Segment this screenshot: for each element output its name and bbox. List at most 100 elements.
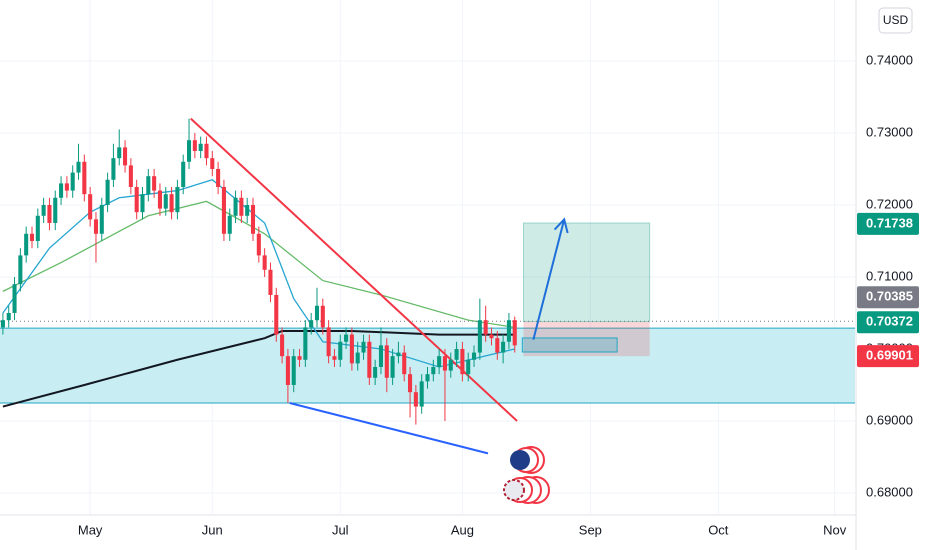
- candle-body: [314, 305, 320, 321]
- candle-body: [460, 348, 465, 375]
- candle-body: [448, 359, 453, 371]
- candle-body: [501, 341, 506, 353]
- flag-au: [510, 450, 530, 470]
- y-tick-label: 0.71000: [866, 268, 913, 283]
- y-tick-label: 0.73000: [866, 124, 913, 139]
- candle-body: [431, 366, 436, 375]
- candle-body: [210, 158, 215, 169]
- candle-body: [326, 327, 331, 357]
- candle-body: [425, 374, 430, 382]
- candle-body: [280, 334, 285, 357]
- candle-body: [355, 352, 360, 364]
- candle-body: [489, 334, 494, 339]
- candle-body: [186, 140, 192, 162]
- position-stop: [523, 321, 650, 357]
- candle-body: [59, 183, 64, 198]
- flag-us: [503, 479, 525, 501]
- event-icons[interactable]: [503, 446, 550, 504]
- candle-body: [157, 190, 162, 209]
- y-tick-label: 0.72000: [866, 196, 913, 211]
- x-tick-label: Aug: [451, 522, 474, 537]
- x-tick-label: Nov: [823, 522, 847, 537]
- candle-body: [140, 194, 145, 213]
- order-box: [521, 337, 618, 353]
- candle-body: [384, 345, 389, 378]
- candle-body: [349, 334, 354, 364]
- candle-body: [361, 341, 366, 353]
- price-label: 0.70372: [866, 314, 913, 329]
- candle-body: [47, 204, 52, 223]
- price-label-bg: [857, 212, 919, 235]
- candle-body: [483, 320, 488, 335]
- y-tick-label: 0.69000: [866, 412, 913, 427]
- x-tick-label: Jul: [332, 522, 349, 537]
- candle-body: [198, 143, 203, 151]
- candle-body: [466, 359, 471, 375]
- candle-body: [111, 158, 116, 180]
- candle-body: [233, 197, 238, 216]
- price-label: 0.71738: [866, 215, 913, 230]
- candle-body: [70, 172, 75, 191]
- candle-body: [291, 356, 296, 385]
- candle-body: [6, 312, 11, 321]
- candle-body: [367, 341, 372, 378]
- candle-body: [134, 186, 139, 213]
- candle-body: [408, 374, 413, 393]
- candle-body: [105, 179, 110, 205]
- currency: USD: [883, 13, 909, 27]
- candle-body: [204, 143, 209, 159]
- candle-body: [64, 183, 69, 191]
- x-tick-label: May: [78, 522, 103, 537]
- price-label: 0.69901: [866, 348, 913, 363]
- x-tick-label: Jun: [202, 522, 223, 537]
- price-label-bg: [857, 286, 919, 309]
- price-label: 0.70385: [866, 289, 913, 304]
- candle-body: [169, 194, 174, 213]
- candle-body: [437, 356, 442, 367]
- zone: [0, 328, 855, 403]
- line: [2, 179, 515, 368]
- candle-body: [245, 204, 250, 216]
- position-target: [522, 222, 651, 323]
- candle-body: [413, 392, 418, 407]
- candle-body: [152, 176, 157, 191]
- candle-body: [344, 334, 349, 342]
- candle-body: [24, 233, 29, 256]
- candle-body: [396, 352, 401, 357]
- candle-body: [256, 233, 261, 256]
- candle-body: [332, 356, 337, 360]
- y-tick-label: 0.68000: [866, 484, 913, 499]
- price-label-bg: [857, 311, 919, 334]
- candle-body: [378, 345, 384, 367]
- candle-body: [512, 320, 517, 346]
- candle-body: [402, 352, 407, 375]
- candle-body: [117, 147, 122, 159]
- candle-body: [390, 356, 395, 378]
- candle-body: [216, 168, 221, 187]
- candle-body: [93, 219, 99, 234]
- candle-body: [12, 284, 17, 313]
- candle-body: [285, 356, 290, 385]
- candle-body: [454, 348, 459, 360]
- candle-body: [175, 186, 180, 213]
- candle-body: [221, 186, 226, 234]
- candle-body: [477, 320, 482, 353]
- candle-body: [82, 161, 87, 195]
- candle-body: [88, 194, 93, 220]
- candle-body: [442, 356, 447, 371]
- line: [289, 402, 489, 455]
- candle-body: [123, 147, 128, 166]
- candle-body: [41, 204, 46, 216]
- candle-body: [192, 140, 197, 151]
- candle-body: [495, 338, 500, 353]
- currency-box[interactable]: [878, 7, 913, 34]
- candle-body: [320, 305, 325, 328]
- x-tick-label: Oct: [708, 522, 729, 537]
- line: [2, 200, 515, 329]
- y-tick-label: 0.74000: [866, 52, 913, 67]
- candle-body: [250, 204, 256, 234]
- candle-body: [297, 356, 302, 360]
